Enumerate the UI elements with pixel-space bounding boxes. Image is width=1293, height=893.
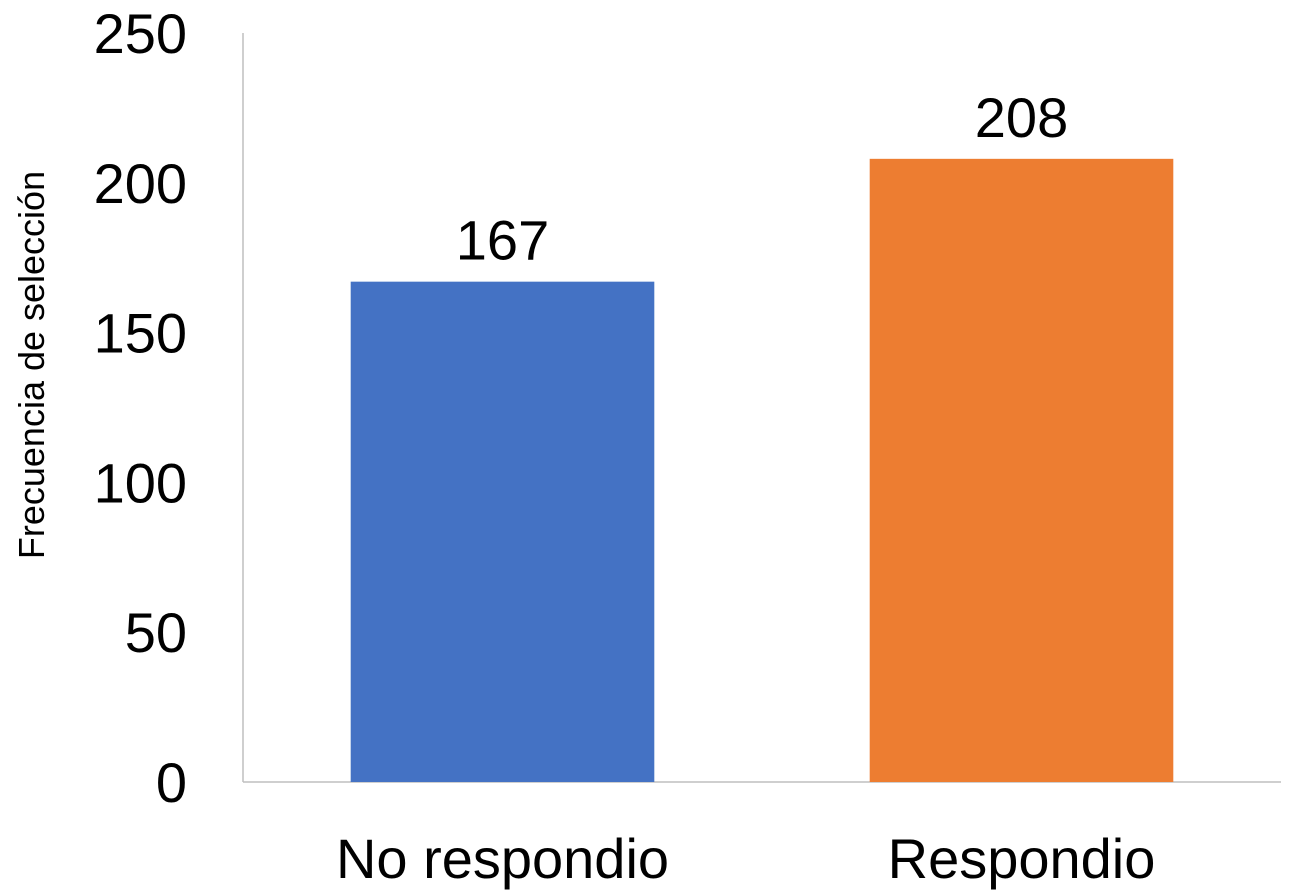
y-tick-label: 50 (125, 601, 187, 664)
y-tick-label: 250 (94, 2, 187, 65)
x-axis: No respondio Respondio (243, 781, 1281, 890)
y-tick-label: 100 (94, 451, 187, 514)
bar (350, 281, 655, 782)
data-label: 208 (975, 86, 1068, 149)
bar-series (350, 158, 1174, 782)
x-category-label: Respondio (888, 827, 1156, 890)
y-tick-label: 0 (156, 751, 187, 814)
x-category-label: No respondio (336, 827, 669, 890)
data-labels: 167 208 (456, 86, 1068, 272)
y-axis: 0 50 100 150 200 250 (94, 2, 244, 814)
y-tick-label: 150 (94, 302, 187, 365)
y-tick-label: 200 (94, 152, 187, 215)
bar (869, 158, 1174, 782)
data-label: 167 (456, 209, 549, 272)
y-axis-title: Frecuencia de selección (11, 171, 52, 559)
